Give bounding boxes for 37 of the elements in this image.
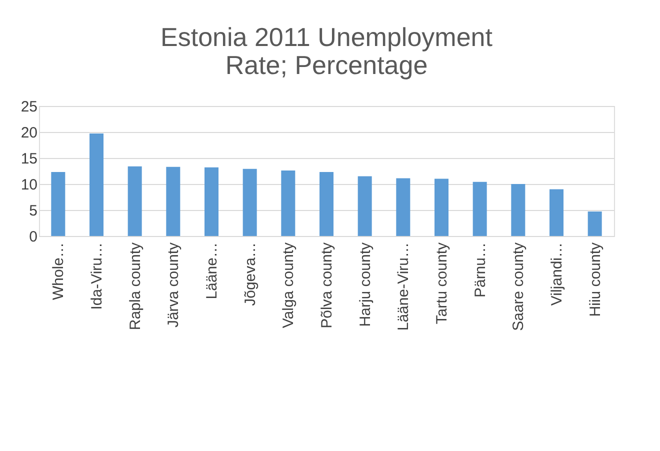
y-tick-label: 5 (29, 202, 38, 220)
x-tick-label: Harju county (356, 242, 374, 327)
x-tick-label: Jõgeva… (242, 242, 259, 306)
x-tick-label: Hiiu county (586, 242, 604, 317)
x-tick-label: Pärnu… (472, 242, 489, 298)
bar (434, 178, 448, 236)
y-tick-label: 25 (20, 98, 38, 116)
x-tick-label: Lääne-Viru… (395, 242, 412, 331)
bar (588, 212, 602, 236)
bar (511, 184, 526, 236)
x-tick-label: Lääne… (204, 242, 220, 300)
bar (51, 172, 66, 236)
x-tick-label: Tartu county (434, 242, 450, 324)
x-tick-label: Ida-Viru… (88, 242, 106, 310)
x-tick-label: Põlva county (318, 242, 336, 328)
bar (242, 168, 257, 236)
y-tick-label: 15 (20, 150, 38, 168)
x-tick-label: Saare county (510, 242, 528, 331)
bar (128, 166, 142, 236)
y-tick-label: 10 (20, 176, 38, 194)
bar (281, 170, 296, 236)
bar (396, 178, 410, 236)
bar (166, 166, 180, 236)
x-tick-label: Whole… (50, 242, 68, 300)
y-tick-label: 0 (29, 228, 38, 246)
bar (320, 172, 334, 236)
x-tick-label: Viljandi… (548, 242, 566, 306)
bar (204, 167, 218, 236)
bar (358, 176, 372, 236)
x-tick-label: Valga county (280, 242, 298, 328)
y-tick-label: 20 (20, 124, 38, 142)
bar (472, 182, 487, 236)
x-tick-label: Järva county (165, 242, 182, 328)
x-tick-label: Rapla county (126, 242, 144, 330)
bar (90, 134, 104, 236)
bar (550, 189, 564, 236)
chart-title: Estonia 2011 Unemployment Rate; Percentage (160, 22, 494, 80)
